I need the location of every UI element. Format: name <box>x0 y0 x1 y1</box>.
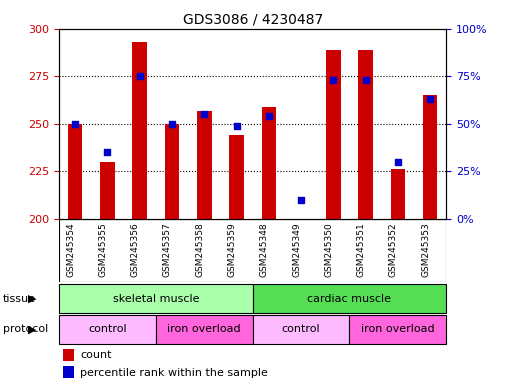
Text: GSM245356: GSM245356 <box>131 222 140 277</box>
Text: control: control <box>282 324 321 334</box>
Point <box>232 122 241 129</box>
Text: GSM245351: GSM245351 <box>357 222 366 277</box>
Bar <box>229 135 244 219</box>
Text: GSM245350: GSM245350 <box>324 222 333 277</box>
Text: GSM245355: GSM245355 <box>98 222 107 277</box>
Bar <box>59 315 156 344</box>
Point <box>103 149 111 156</box>
Point <box>200 111 208 118</box>
Bar <box>262 107 276 219</box>
Bar <box>349 315 446 344</box>
Point <box>297 197 305 203</box>
Point <box>394 159 402 165</box>
Bar <box>197 111 211 219</box>
Point <box>265 113 273 119</box>
Text: skeletal muscle: skeletal muscle <box>112 293 199 304</box>
Title: GDS3086 / 4230487: GDS3086 / 4230487 <box>183 12 323 26</box>
Point <box>71 121 79 127</box>
Bar <box>59 284 252 313</box>
Bar <box>359 50 373 219</box>
Point <box>329 77 338 83</box>
Bar <box>156 315 252 344</box>
Bar <box>68 124 83 219</box>
Point <box>168 121 176 127</box>
Point <box>135 73 144 79</box>
Text: GSM245357: GSM245357 <box>163 222 172 277</box>
Text: count: count <box>81 350 112 360</box>
Bar <box>132 42 147 219</box>
Text: GSM245349: GSM245349 <box>292 222 301 277</box>
Point <box>362 77 370 83</box>
Text: iron overload: iron overload <box>361 324 435 334</box>
Text: GSM245353: GSM245353 <box>421 222 430 277</box>
Bar <box>252 315 349 344</box>
Text: GSM245348: GSM245348 <box>260 222 269 277</box>
Bar <box>63 366 74 379</box>
Bar <box>326 50 341 219</box>
Bar <box>100 162 115 219</box>
Text: ▶: ▶ <box>28 324 36 334</box>
Text: GSM245354: GSM245354 <box>66 222 75 277</box>
Point <box>426 96 435 102</box>
Text: percentile rank within the sample: percentile rank within the sample <box>81 367 268 377</box>
Bar <box>390 169 405 219</box>
Bar <box>63 349 74 361</box>
Bar <box>423 95 438 219</box>
Text: control: control <box>88 324 127 334</box>
Bar <box>252 284 446 313</box>
Text: GSM245352: GSM245352 <box>389 222 398 277</box>
Text: iron overload: iron overload <box>167 324 241 334</box>
Bar <box>165 124 179 219</box>
Text: cardiac muscle: cardiac muscle <box>307 293 391 304</box>
Text: GSM245358: GSM245358 <box>195 222 204 277</box>
Text: tissue: tissue <box>3 293 35 304</box>
Text: GSM245359: GSM245359 <box>227 222 236 277</box>
Text: protocol: protocol <box>3 324 48 334</box>
Text: ▶: ▶ <box>28 293 36 304</box>
